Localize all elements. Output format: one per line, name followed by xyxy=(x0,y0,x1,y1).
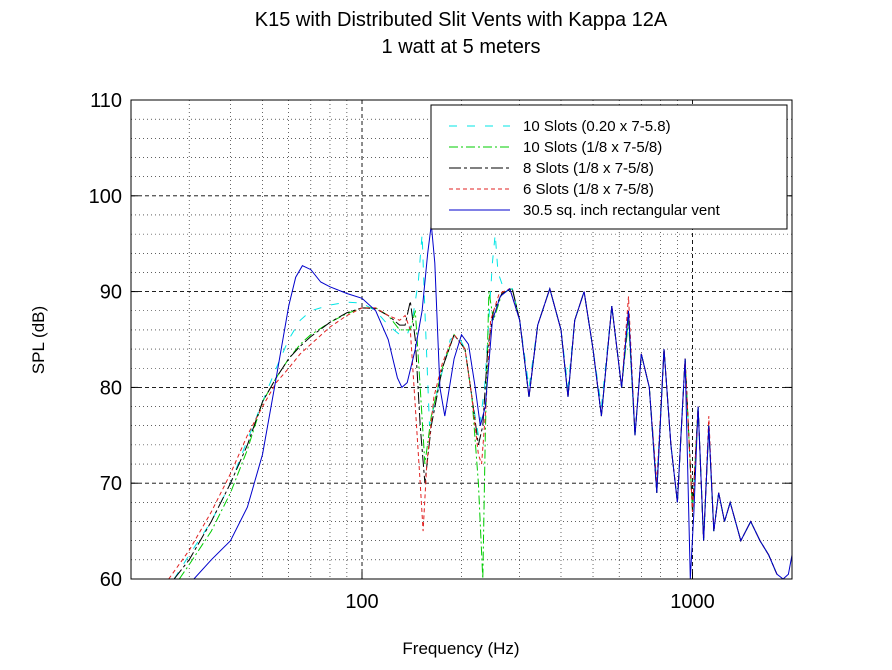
y-axis-ticks: 60 70 80 90 100 110 xyxy=(89,90,792,591)
y-axis-label: SPL (dB) xyxy=(29,306,48,374)
legend: 10 Slots (0.20 x 7-5.8) 10 Slots (1/8 x 7… xyxy=(430,104,788,230)
series-layer xyxy=(168,224,792,579)
series-line-5 xyxy=(193,224,792,579)
y-tick-label: 90 xyxy=(100,282,122,304)
y-tick-label: 60 xyxy=(100,569,122,591)
y-tick-label: 70 xyxy=(100,473,122,495)
chart-title: K15 with Distributed Slit Vents with Kap… xyxy=(255,9,668,31)
legend-label-5: 30.5 sq. inch rectangular vent xyxy=(523,202,721,219)
plot-frame xyxy=(130,99,793,580)
x-axis-ticks: 100 1000 xyxy=(345,572,715,613)
x-tick-label: 100 xyxy=(345,591,378,613)
chart-subtitle: 1 watt at 5 meters xyxy=(382,36,541,58)
x-axis-label: Frequency (Hz) xyxy=(402,639,519,658)
y-tick-label: 100 xyxy=(89,186,122,208)
legend-label-3: 8 Slots (1/8 x 7-5/8) xyxy=(523,160,654,177)
y-tick-label: 80 xyxy=(100,377,122,399)
legend-label-1: 10 Slots (0.20 x 7-5.8) xyxy=(523,118,671,135)
legend-label-2: 10 Slots (1/8 x 7-5/8) xyxy=(523,139,662,156)
y-tick-label: 110 xyxy=(90,90,122,112)
legend-label-4: 6 Slots (1/8 x 7-5/8) xyxy=(523,181,654,198)
x-tick-label: 1000 xyxy=(670,591,715,613)
